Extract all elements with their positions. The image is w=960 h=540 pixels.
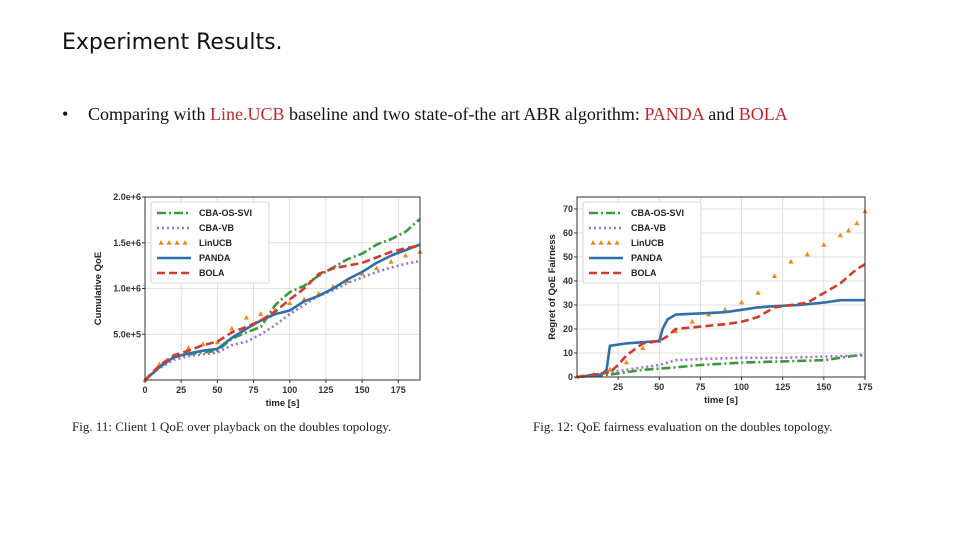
chart2-series-linucb-marker	[755, 290, 761, 295]
chart2-series-linucb-marker	[673, 328, 679, 334]
caption-fig11: Fig. 11: Client 1 QoE over playback on t…	[72, 419, 392, 434]
chart2-x-tick-label: 125	[775, 382, 790, 392]
chart2-series-linucb-marker	[722, 306, 728, 312]
chart1-series-linucb-marker	[402, 252, 409, 258]
chart2-y-axis-label: Regret of QoE Fairness	[547, 234, 558, 340]
chart2-legend-linucb-swatch	[606, 240, 612, 245]
chart2-y-tick-label: 30	[563, 300, 573, 310]
chart1-legend-linucb-label: LinUCB	[199, 238, 232, 248]
chart1-y-tick-label: 5.0e+5	[113, 329, 141, 339]
chart2-legend-cba-vb-label: CBA-VB	[631, 223, 666, 233]
chart1-legend-cba-os-svi-label: CBA-OS-SVI	[199, 208, 252, 218]
chart1-legend-panda-label: PANDA	[199, 253, 231, 263]
chart2-legend-panda-label: PANDA	[631, 253, 663, 263]
chart-client1-qoe: 0 25 50 75 100 125 150 175 5.0e+5 1.0e+6 1.5e+6 2.0…	[93, 192, 423, 409]
chart2-legend-linucb-swatch	[590, 240, 596, 245]
chart1-x-axis-label: time [s]	[266, 398, 300, 409]
chart1-legend-linucb-swatch	[174, 240, 180, 245]
chart2-series-linucb-marker	[788, 258, 794, 264]
chart1-series-linucb-marker	[388, 258, 394, 264]
chart2-series-cba-vb-line	[576, 354, 866, 379]
chart1-series-panda-line	[144, 243, 421, 381]
chart1-y-tick-label: 1.5e+6	[113, 238, 141, 248]
chart2-series-linucb-marker	[738, 299, 745, 305]
chart2-legend-cba-os-svi-label: CBA-OS-SVI	[631, 208, 684, 218]
chart2-y-tick-label: 50	[563, 252, 573, 262]
chart2-legend-linucb-swatch	[598, 240, 604, 245]
chart1-legend-cba-vb-label: CBA-VB	[199, 223, 234, 233]
chart1-x-tick-label: 100	[282, 385, 297, 395]
chart2-series-bola-line	[576, 263, 866, 379]
chart2-series-linucb-marker	[771, 273, 778, 278]
chart2-y-tick-label: 0	[568, 372, 573, 382]
chart2-y-tick-label: 60	[563, 228, 573, 238]
chart1-x-tick-label: 175	[391, 385, 406, 395]
chart-qoe-fairness: 25 50 75 100 125 150 175 0 10 20 30 40 50 60 70 time [s…	[547, 196, 873, 406]
chart2-x-tick-label: 25	[613, 382, 623, 392]
chart1-series-bola-line	[144, 244, 421, 381]
chart1-series-linucb-marker	[185, 344, 192, 350]
chart2-legend-bola-label: BOLA	[631, 268, 657, 278]
chart1-series-linucb-marker	[373, 265, 380, 271]
chart1-x-tick-label: 125	[318, 385, 333, 395]
slide-title: Experiment Results.	[62, 30, 283, 55]
chart1-x-tick-label: 75	[249, 385, 259, 395]
chart2-legend-linucb-swatch	[614, 240, 620, 245]
chart2-series-linucb-marker	[607, 366, 613, 372]
chart2-y-tick-label: 40	[563, 276, 573, 286]
bullet-text: • Comparing with Line.UCB baseline and tw…	[62, 104, 788, 125]
caption-fig12: Fig. 12: QoE fairness evaluation on the …	[533, 419, 833, 434]
bullet-part-intro: Comparing with	[88, 104, 210, 124]
highlight-linucb: Line.UCB	[210, 104, 285, 124]
chart2-x-tick-label: 50	[654, 382, 664, 392]
chart1-legend-box	[150, 201, 270, 284]
chart1-x-tick-label: 0	[142, 385, 147, 395]
chart2-x-tick-label: 100	[734, 382, 749, 392]
chart1-legend-linucb-swatch	[182, 240, 188, 245]
chart1-y-axis-label: Cumulative QoE	[93, 252, 104, 325]
chart2-series-linucb-marker	[640, 345, 646, 350]
chart2-series-linucb-marker	[821, 242, 827, 247]
chart1-x-tick-label: 25	[176, 385, 186, 395]
highlight-bola: BOLA	[738, 104, 788, 124]
chart2-series-linucb-marker	[689, 318, 695, 324]
chart1-series-linucb-marker	[287, 300, 293, 305]
chart2-series-linucb-marker	[623, 359, 629, 365]
chart1-series-linucb-marker	[229, 325, 235, 331]
chart2-series-linucb-marker	[854, 220, 860, 226]
chart2-y-tick-label: 10	[563, 348, 573, 358]
chart1-legend-linucb-swatch	[158, 240, 164, 245]
chart1-y-tick-label: 1.0e+6	[113, 284, 141, 294]
chart2-y-tick-label: 70	[563, 204, 573, 214]
bullet-part-middle: baseline and two state-of-the art ABR al…	[284, 104, 645, 124]
chart1-x-tick-label: 50	[212, 385, 222, 395]
bullet-part-and: and	[703, 104, 739, 124]
chart2-x-tick-label: 175	[857, 382, 872, 392]
chart2-series-linucb-marker	[845, 227, 852, 233]
bullet-marker: •	[62, 104, 69, 124]
chart2-series-linucb-marker	[804, 251, 810, 257]
chart2-series-linucb-marker	[837, 232, 843, 238]
chart2-legend-linucb-label: LinUCB	[631, 238, 664, 248]
chart2-legend-box	[582, 201, 702, 284]
chart1-series-linucb-marker	[214, 339, 220, 345]
chart1-series-cba-vb-line	[144, 259, 421, 382]
chart2-y-tick-label: 20	[563, 324, 573, 334]
chart2-x-tick-label: 75	[695, 382, 705, 392]
chart1-x-tick-label: 150	[355, 385, 370, 395]
chart1-y-tick-label: 2.0e+6	[113, 192, 141, 202]
chart1-series-linucb-marker	[243, 314, 249, 320]
chart1-legend-bola-label: BOLA	[199, 268, 225, 278]
highlight-panda: PANDA	[644, 104, 704, 124]
chart1-series-linucb-marker	[258, 311, 264, 316]
chart1-legend-linucb-swatch	[166, 240, 172, 245]
chart2-plot-frame	[576, 196, 866, 378]
chart2-x-axis-label: time [s]	[704, 395, 738, 406]
chart2-x-tick-label: 150	[816, 382, 831, 392]
